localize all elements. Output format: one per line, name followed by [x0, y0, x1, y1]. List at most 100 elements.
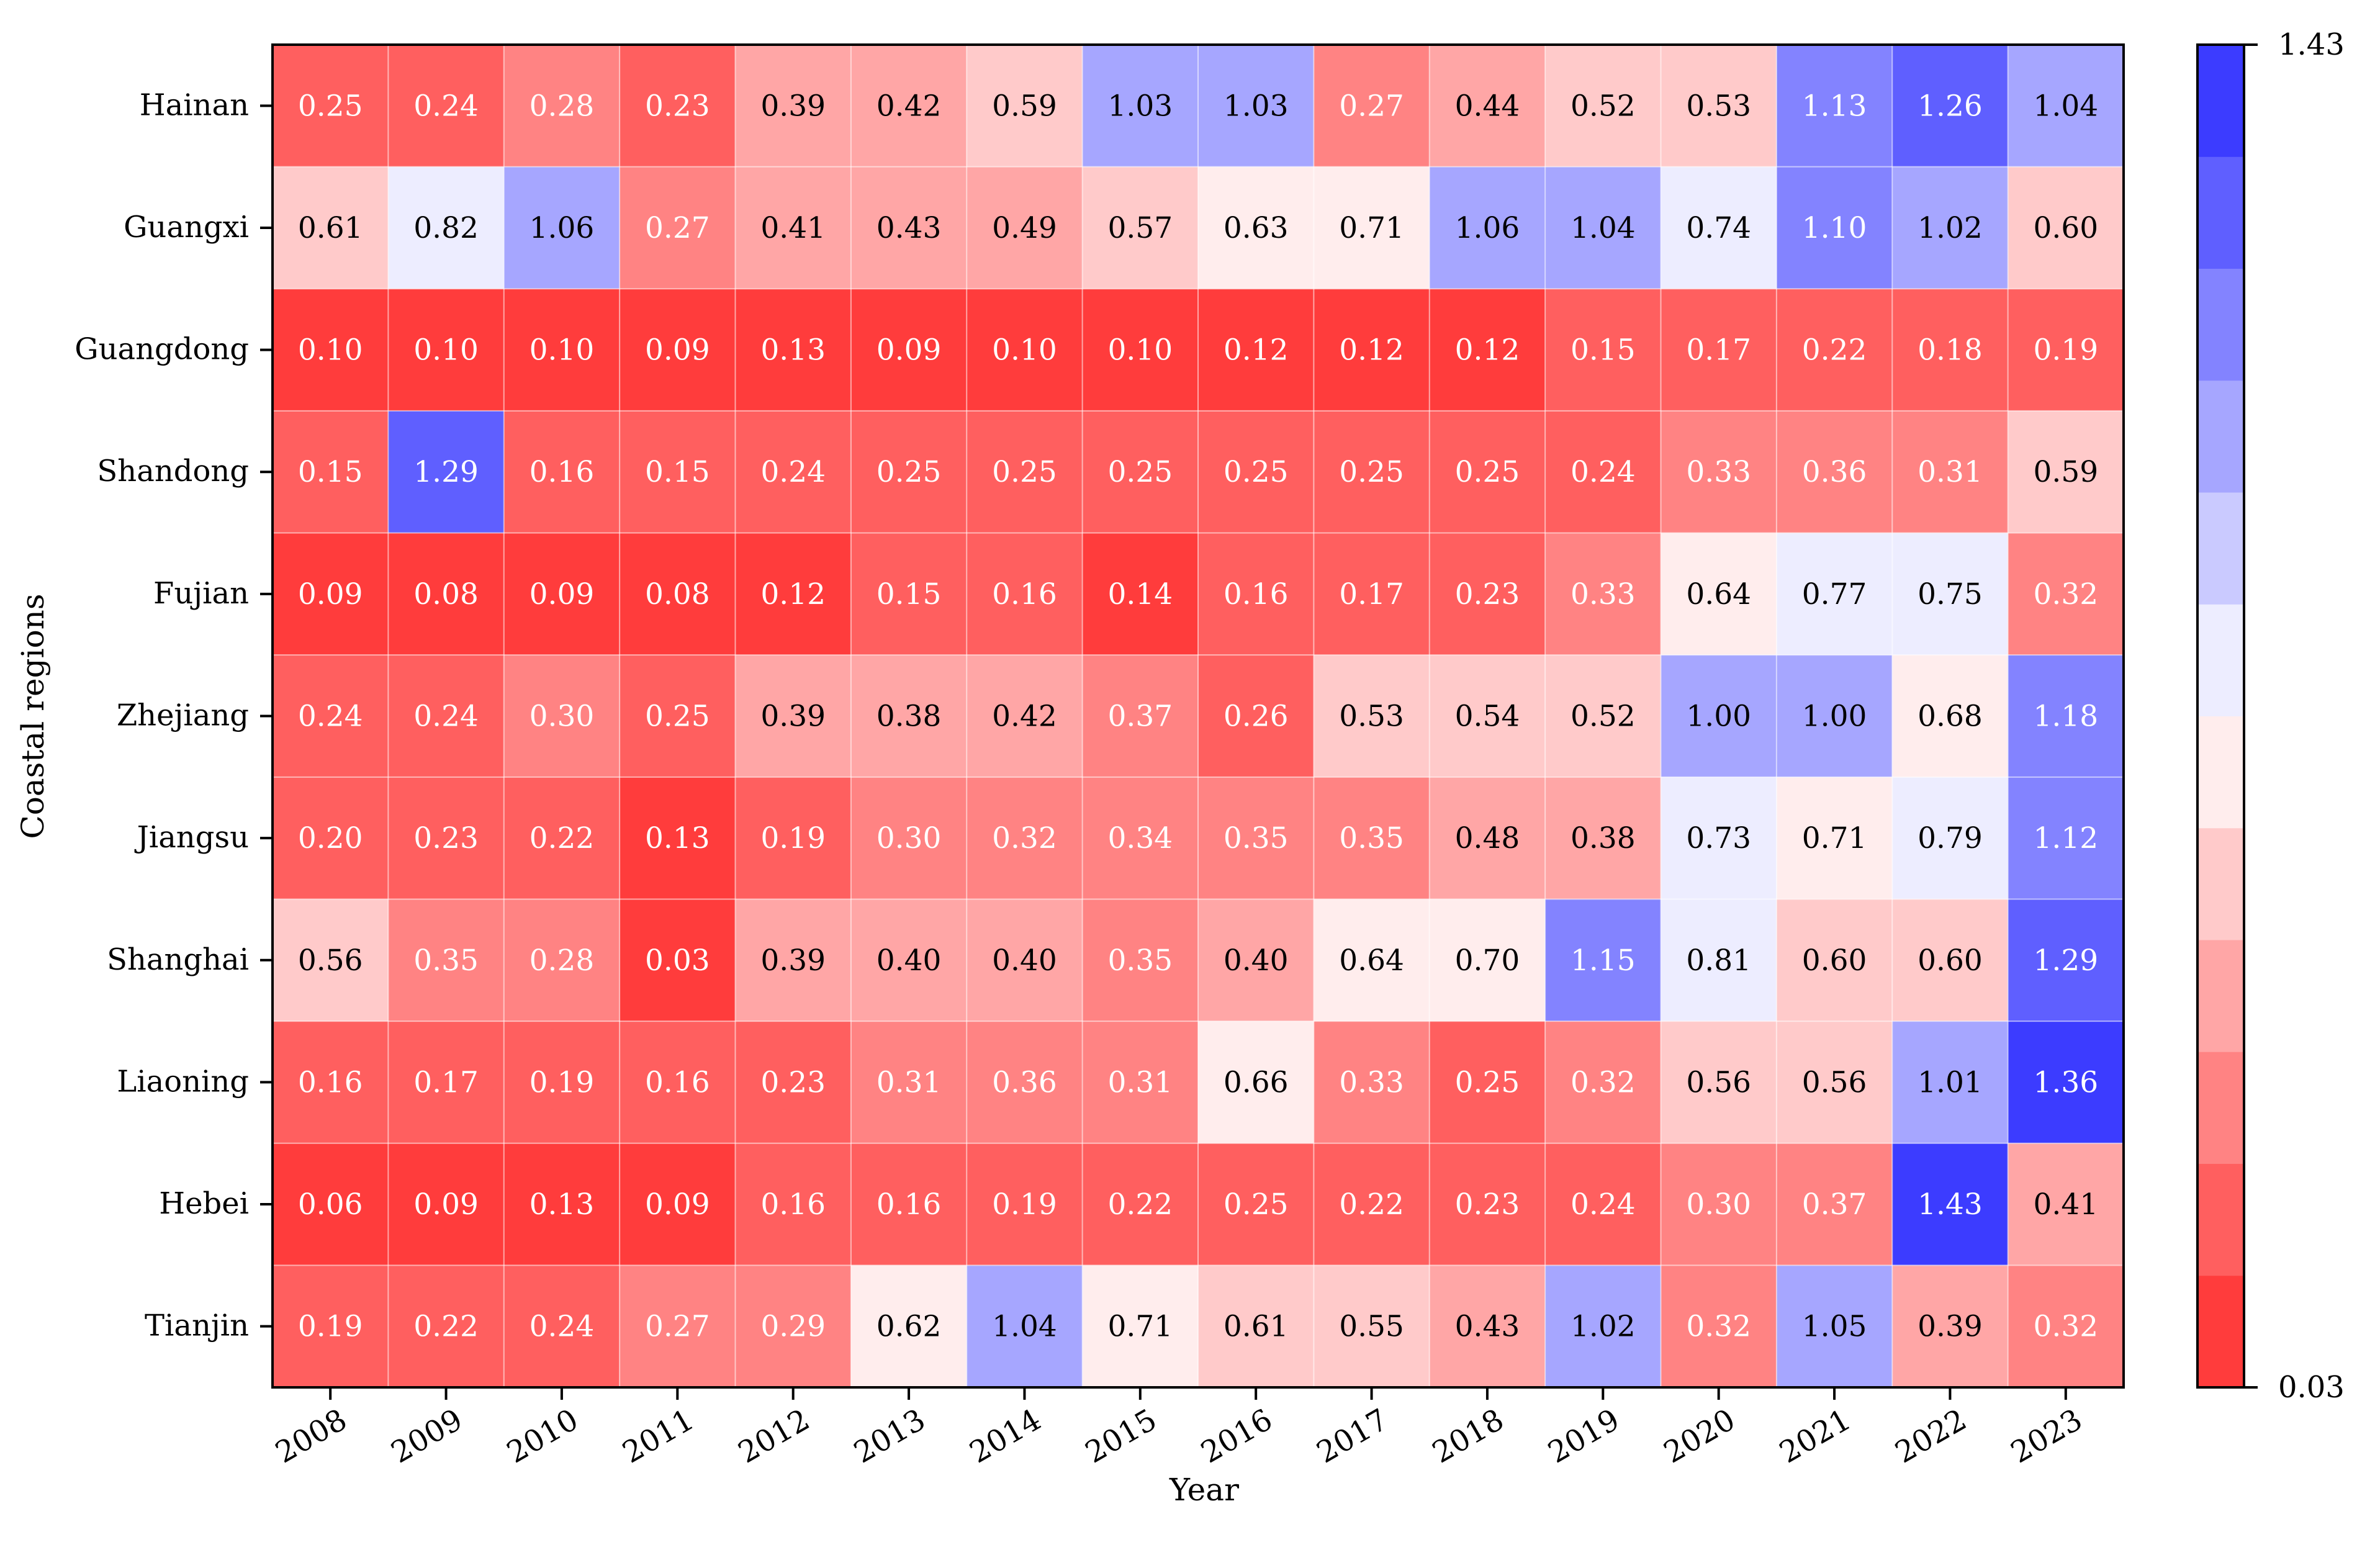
- cell-value-label: 0.57: [1107, 211, 1173, 245]
- heatmap-cell: [1545, 1143, 1661, 1266]
- cell-value-label: 0.36: [1802, 455, 1867, 489]
- heatmap-cell: [1661, 1143, 1777, 1266]
- cell-value-label: 1.06: [530, 211, 595, 245]
- cell-value-label: 0.09: [645, 1187, 710, 1222]
- cell-value-label: 0.19: [2033, 333, 2098, 367]
- cell-value-label: 0.25: [298, 89, 363, 123]
- cell-value-label: 0.64: [1686, 577, 1751, 611]
- heatmap-cell: [1892, 533, 2009, 656]
- heatmap-cell: [273, 166, 389, 289]
- heatmap-cell: [1429, 1143, 1546, 1266]
- cell-value-label: 0.09: [877, 333, 942, 367]
- cell-value-label: 0.70: [1455, 944, 1520, 978]
- heatmap-cell: [1661, 1265, 1777, 1388]
- cell-value-label: 0.33: [1339, 1065, 1404, 1099]
- heatmap-cell: [1661, 166, 1777, 289]
- heatmap-cell: [620, 289, 736, 412]
- cell-value-label: 0.32: [992, 821, 1057, 855]
- cell-value-label: 0.12: [1224, 333, 1289, 367]
- heatmap-cell: [1776, 777, 1893, 899]
- colorbar-frame: [2196, 43, 2245, 1389]
- cell-value-label: 0.17: [413, 1065, 479, 1099]
- heatmap-cell: [1082, 1143, 1199, 1266]
- cell-value-label: 0.25: [1224, 1187, 1289, 1222]
- heatmap-cell: [1314, 45, 1430, 168]
- colorbar: [2196, 43, 2258, 1389]
- heatmap-cell: [388, 410, 505, 534]
- heatmap-cell: [503, 166, 620, 289]
- heatmap-cell: [1198, 1143, 1314, 1266]
- colorbar-segment: [2197, 156, 2244, 269]
- cell-value-label: 0.18: [1918, 333, 1983, 367]
- cell-value-label: 1.26: [1918, 89, 1983, 123]
- heatmap-cell: [1892, 166, 2009, 289]
- heatmap-cell: [620, 777, 736, 899]
- heatmap-cell: [1661, 410, 1777, 534]
- cell-value-label: 0.63: [1224, 211, 1289, 245]
- cell-value-label: 0.10: [413, 333, 479, 367]
- cell-value-label: 1.10: [1802, 211, 1867, 245]
- heatmap-cell: [1314, 410, 1430, 534]
- cell-value-label: 1.04: [992, 1310, 1057, 1344]
- heatmap-cell: [1545, 45, 1661, 168]
- heatmap-cell: [1661, 655, 1777, 778]
- cell-value-label: 0.25: [1107, 455, 1173, 489]
- cell-value-label: 0.23: [760, 1065, 826, 1099]
- cell-value-label: 1.03: [1107, 89, 1173, 123]
- heatmap-cell: [850, 533, 967, 656]
- heatmap-cell: [1082, 533, 1199, 656]
- x-tick-label: 2020: [1658, 1402, 1741, 1471]
- heatmap-cell: [1429, 1021, 1546, 1144]
- heatmap-cell: [1198, 1021, 1314, 1144]
- cell-value-label: 1.36: [2033, 1065, 2098, 1099]
- heatmap-cell: [388, 166, 505, 289]
- cell-value-label: 0.32: [2033, 1310, 2098, 1344]
- y-axis-title: Coastal regions: [15, 593, 51, 839]
- cell-value-label: 0.32: [1571, 1065, 1636, 1099]
- cell-value-label: 0.16: [1224, 577, 1289, 611]
- heatmap-cell: [735, 166, 852, 289]
- x-tick-label: 2017: [1311, 1402, 1394, 1471]
- heatmap-cell: [2008, 655, 2124, 778]
- cell-value-label: 0.24: [1571, 455, 1636, 489]
- heatmap-cell: [273, 655, 389, 778]
- cell-value-label: 0.12: [760, 577, 826, 611]
- y-tick-label: Tianjin: [145, 1309, 249, 1343]
- heatmap-cell: [620, 1143, 736, 1266]
- heatmap-cell: [1776, 899, 1893, 1022]
- cell-value-label: 0.24: [413, 700, 479, 734]
- y-tick-label: Hebei: [159, 1186, 249, 1221]
- heatmap-cell: [1661, 533, 1777, 656]
- cell-value-label: 0.31: [1107, 1065, 1173, 1099]
- heatmap-cell: [273, 1265, 389, 1388]
- heatmap-cell: [1198, 45, 1314, 168]
- cell-value-label: 1.12: [2033, 821, 2098, 855]
- heatmap-cell: [850, 289, 967, 412]
- cell-value-label: 0.71: [1339, 211, 1404, 245]
- heatmap-cell: [620, 655, 736, 778]
- heatmap-cell: [1429, 410, 1546, 534]
- heatmap-cell: [503, 410, 620, 534]
- cell-value-label: 0.16: [645, 1065, 710, 1099]
- heatmap-cell: [1892, 899, 2009, 1022]
- heatmap-cell: [620, 533, 736, 656]
- cell-value-label: 0.15: [1571, 333, 1636, 367]
- heatmap-cell: [1776, 166, 1893, 289]
- heatmap-cell: [503, 899, 620, 1022]
- x-axis-title: Year: [1169, 1472, 1239, 1508]
- heatmap-cell: [273, 1021, 389, 1144]
- heatmap-cell: [850, 655, 967, 778]
- colorbar-segment: [2197, 827, 2244, 940]
- cell-value-label: 1.04: [1571, 211, 1636, 245]
- heatmap-cell: [273, 899, 389, 1022]
- heatmap-cell: [735, 289, 852, 412]
- cell-value-label: 0.22: [1107, 1187, 1173, 1222]
- cell-value-label: 0.39: [1918, 1310, 1983, 1344]
- heatmap-cell: [1082, 410, 1199, 534]
- heatmap-cell: [503, 1265, 620, 1388]
- cell-value-label: 1.06: [1455, 211, 1520, 245]
- cell-value-label: 0.30: [877, 821, 942, 855]
- cell-value-label: 0.19: [992, 1187, 1057, 1222]
- cell-value-label: 0.25: [645, 700, 710, 734]
